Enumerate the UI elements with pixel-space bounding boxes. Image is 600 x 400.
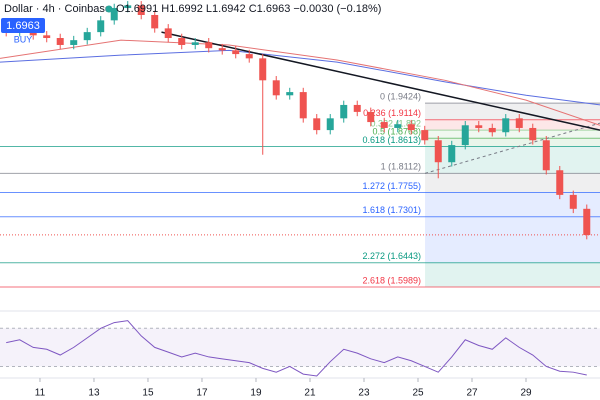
fib-zone: [425, 216, 600, 263]
candle-body: [461, 125, 469, 146]
candle-body: [434, 140, 442, 163]
candle-body: [218, 48, 226, 51]
trend-line: [0, 39, 600, 126]
candle-body: [83, 32, 91, 41]
candle-body: [191, 42, 199, 45]
candle-body: [232, 50, 240, 55]
candle-body: [205, 42, 213, 49]
candle-body: [353, 104, 361, 112]
fib-zone: [425, 173, 600, 193]
candle-body: [448, 145, 456, 163]
candle-body: [245, 54, 253, 59]
fib-zone: [425, 119, 600, 131]
candle-body: [502, 118, 510, 133]
x-tick-label: 11: [35, 388, 46, 399]
x-tick-label: 25: [412, 388, 424, 399]
candle-body: [299, 92, 307, 119]
candle-body: [515, 118, 523, 128]
candle-body: [137, 5, 145, 15]
trend-line: [161, 31, 600, 131]
x-tick-label: 13: [88, 388, 100, 399]
candle-body: [407, 124, 415, 131]
fib-label: 1.618 (1.7301): [362, 205, 421, 215]
fib-zone: [425, 138, 600, 147]
candle-body: [151, 14, 159, 29]
candle-body: [43, 35, 51, 39]
fib-label: 0.5 (1.8768): [372, 127, 421, 137]
candle-body: [529, 127, 537, 141]
x-tick-label: 17: [196, 388, 208, 399]
x-tick-label: 19: [250, 388, 262, 399]
fib-label: 1 (1.8112): [381, 162, 421, 172]
candle-body: [556, 170, 564, 195]
fib-zone: [425, 103, 600, 120]
candle-body: [421, 130, 429, 141]
price-box-label[interactable]: 1.6963: [6, 20, 40, 32]
candle-body: [542, 140, 550, 171]
candle-body: [488, 127, 496, 133]
fib-zone: [425, 262, 600, 288]
x-tick-label: 15: [142, 388, 154, 399]
status-dot: [105, 5, 113, 13]
chart-title: Dollar · 4h · Coinbase: [4, 3, 111, 15]
x-tick-label: 27: [466, 388, 478, 399]
candle-body: [326, 118, 334, 131]
candle-body: [475, 125, 483, 128]
fib-label: 0.382 (1.892: [370, 118, 421, 128]
rsi-band: [0, 328, 600, 367]
candle-body: [583, 208, 591, 236]
candle-body: [70, 40, 78, 45]
x-tick-label: 21: [304, 388, 316, 399]
price-box[interactable]: [1, 18, 45, 33]
candle-body: [110, 8, 118, 21]
fib-label: 2.272 (1.6443): [362, 251, 421, 261]
fib-label: 0.618 (1.8613): [362, 135, 421, 145]
fib-zone: [425, 130, 600, 139]
fib-label: 1.272 (1.7755): [362, 181, 421, 191]
fib-label: 2.618 (1.5989): [362, 275, 421, 285]
candle-body: [394, 124, 402, 128]
candle-body: [367, 111, 375, 123]
candle-body: [286, 92, 294, 96]
candle-body: [380, 122, 388, 128]
candle-body: [164, 28, 172, 39]
ohlc-legend: O1.6991 H1.6992 L1.6942 C1.6963 −0.0030 …: [116, 3, 381, 15]
candle-body: [97, 20, 105, 33]
trend-line: [0, 49, 600, 106]
candle-body: [313, 118, 321, 131]
fib-label: 0 (1.9424): [380, 91, 421, 101]
fib-label: 0.236 (1.9114): [363, 108, 421, 118]
price-pane: 0 (1.9424) 0.236 (1.9114)0.382 (1.8920.5 …: [0, 1, 600, 288]
candle-body: [569, 194, 577, 209]
candle-body: [272, 80, 280, 96]
x-tick-label: 23: [358, 388, 370, 399]
candle-body: [178, 38, 186, 45]
candle-body: [56, 38, 64, 45]
candle-body: [259, 58, 267, 81]
x-tick-label: 29: [520, 388, 532, 399]
candle-body: [124, 5, 132, 9]
buy-label[interactable]: BUY: [14, 34, 33, 44]
fib-trend: [424, 122, 600, 174]
rsi-line: [6, 320, 587, 377]
candle-body: [340, 104, 348, 119]
